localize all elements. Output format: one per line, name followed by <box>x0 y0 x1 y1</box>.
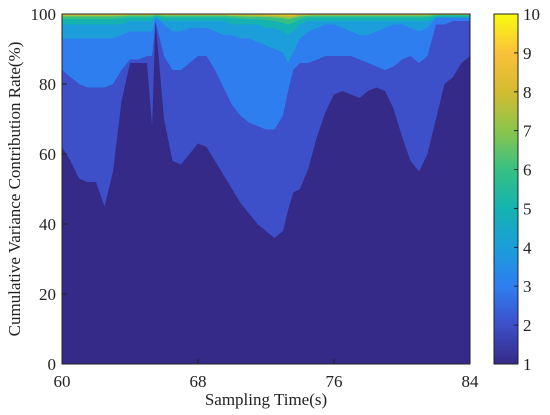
colorbar-tick-label: 8 <box>523 83 532 102</box>
colorbar-ticks: 1 2 3 4 5 6 7 8 9 10 <box>514 5 540 374</box>
y-axis-label: Cumulative Variance Contribution Rate(%) <box>5 42 24 337</box>
x-tick-label: 76 <box>326 372 343 391</box>
plot-area-group <box>62 14 470 365</box>
colorbar-tick-label: 1 <box>523 355 532 374</box>
colorbar-tick-label: 2 <box>523 316 532 335</box>
x-axis: 60 68 76 84 <box>54 359 480 391</box>
x-tick-label: 84 <box>462 372 480 391</box>
colorbar-tick-label: 4 <box>523 238 532 257</box>
y-axis: 0 20 40 60 80 100 <box>31 5 67 374</box>
plot-frame <box>61 13 471 365</box>
x-tick-label: 60 <box>54 372 71 391</box>
y-tick-label: 60 <box>39 145 56 164</box>
colorbar-tick-label: 7 <box>523 122 532 141</box>
colorbar-tick-label: 6 <box>523 161 532 180</box>
colorbar-tick-label: 9 <box>523 44 532 63</box>
colorbar-tick-label: 5 <box>523 199 532 218</box>
x-axis-label: Sampling Time(s) <box>205 390 327 409</box>
y-tick-label: 100 <box>31 5 57 24</box>
x-tick-label: 68 <box>190 372 207 391</box>
colorbar-tick-label: 3 <box>523 277 532 296</box>
colorbar <box>493 13 519 365</box>
y-tick-label: 0 <box>48 355 57 374</box>
y-tick-label: 40 <box>39 215 56 234</box>
y-tick-label: 20 <box>39 285 56 304</box>
area-band-1 <box>62 21 470 364</box>
y-tick-label: 80 <box>39 75 56 94</box>
colorbar-tick-label: 10 <box>523 5 540 24</box>
